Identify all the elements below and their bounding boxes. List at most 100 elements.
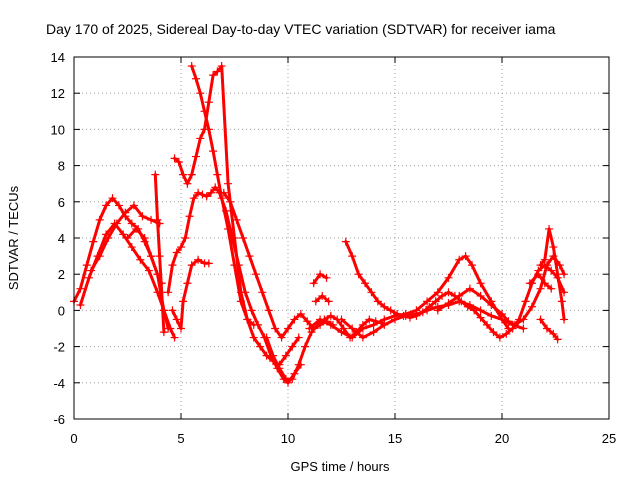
data-point [371, 317, 380, 326]
data-point [553, 335, 562, 344]
data-point [168, 261, 177, 270]
series-track-5 [151, 170, 168, 337]
data-point [341, 237, 350, 246]
data-point [346, 333, 355, 342]
x-tick-label: 15 [388, 431, 402, 446]
data-point [196, 89, 205, 98]
data-point [232, 215, 241, 224]
y-axis: -6 -4 -2 0 2 4 6 8 10 12 14 [51, 50, 609, 427]
data-point [114, 201, 123, 210]
data-point [198, 190, 207, 199]
data-point [348, 252, 357, 261]
data-point [262, 333, 271, 342]
y-tick-label: 6 [58, 195, 65, 210]
data-point [271, 324, 280, 333]
data-point [476, 306, 485, 315]
data-point [547, 284, 556, 293]
data-point [138, 212, 147, 221]
data-point [104, 234, 113, 242]
data-point [333, 315, 342, 324]
data-point [326, 320, 335, 329]
data-point [258, 288, 267, 297]
data-point [151, 170, 160, 179]
data-point [361, 279, 370, 288]
data-point [540, 279, 549, 288]
data-point [412, 310, 421, 319]
data-point [213, 67, 222, 76]
data-point [549, 329, 558, 338]
y-tick-label: 10 [51, 122, 65, 137]
x-axis-label: GPS time / hours [291, 459, 390, 474]
data-point [294, 333, 303, 342]
series-line [307, 254, 510, 340]
data-point [495, 333, 504, 342]
y-tick-label: 0 [58, 303, 65, 318]
y-tick-label: -6 [53, 412, 65, 427]
data-point [365, 315, 374, 324]
data-point [213, 170, 222, 179]
data-point [172, 315, 181, 324]
data-point [204, 125, 213, 134]
data-point [179, 297, 188, 306]
data-point [224, 224, 233, 233]
data-point [164, 324, 173, 333]
data-point [288, 375, 297, 384]
data-point [465, 300, 474, 309]
data-point [324, 297, 333, 306]
series-track-8 [187, 62, 258, 329]
data-point [498, 310, 506, 319]
series-track-17 [536, 224, 569, 324]
data-point [423, 306, 432, 315]
data-point [461, 252, 470, 261]
data-point [224, 179, 233, 188]
data-point [230, 261, 239, 270]
data-point [318, 291, 327, 300]
data-point [378, 319, 387, 328]
data-point [243, 315, 252, 324]
data-point [465, 284, 474, 293]
data-point [316, 270, 325, 279]
data-point [172, 248, 181, 257]
data-point [476, 313, 485, 322]
data-point [284, 324, 292, 333]
x-tick-label: 5 [177, 431, 184, 446]
data-point [373, 297, 382, 306]
data-point [84, 273, 93, 282]
data-point [179, 170, 188, 179]
data-point [200, 107, 209, 116]
data-point [521, 297, 530, 306]
x-tick-label: 0 [70, 431, 77, 446]
series-line [173, 64, 301, 367]
data-point [444, 299, 453, 308]
data-point [348, 324, 357, 333]
series-line [539, 317, 560, 341]
data-point [358, 333, 367, 342]
data-point [191, 74, 200, 83]
data-point [423, 297, 432, 306]
data-point [339, 324, 348, 333]
data-point [181, 234, 190, 242]
data-point [433, 288, 442, 297]
series-line [170, 258, 211, 330]
series-track-19 [525, 270, 556, 293]
data-point [367, 288, 376, 297]
data-point [326, 311, 335, 320]
data-point [247, 306, 256, 315]
data-point [275, 364, 284, 373]
data-point [536, 284, 545, 293]
data-point [504, 324, 513, 333]
series-track-11 [309, 270, 331, 288]
data-point [391, 315, 399, 324]
data-point [534, 270, 543, 279]
data-point [95, 252, 104, 261]
y-axis-label: SDTVAR / TECUs [6, 185, 21, 290]
data-point [211, 183, 220, 192]
data-point [174, 157, 183, 166]
data-point [183, 179, 192, 188]
data-point [219, 188, 228, 197]
data-point [140, 234, 149, 242]
data-point [127, 243, 136, 252]
data-point [527, 302, 536, 311]
series-line [436, 254, 566, 327]
